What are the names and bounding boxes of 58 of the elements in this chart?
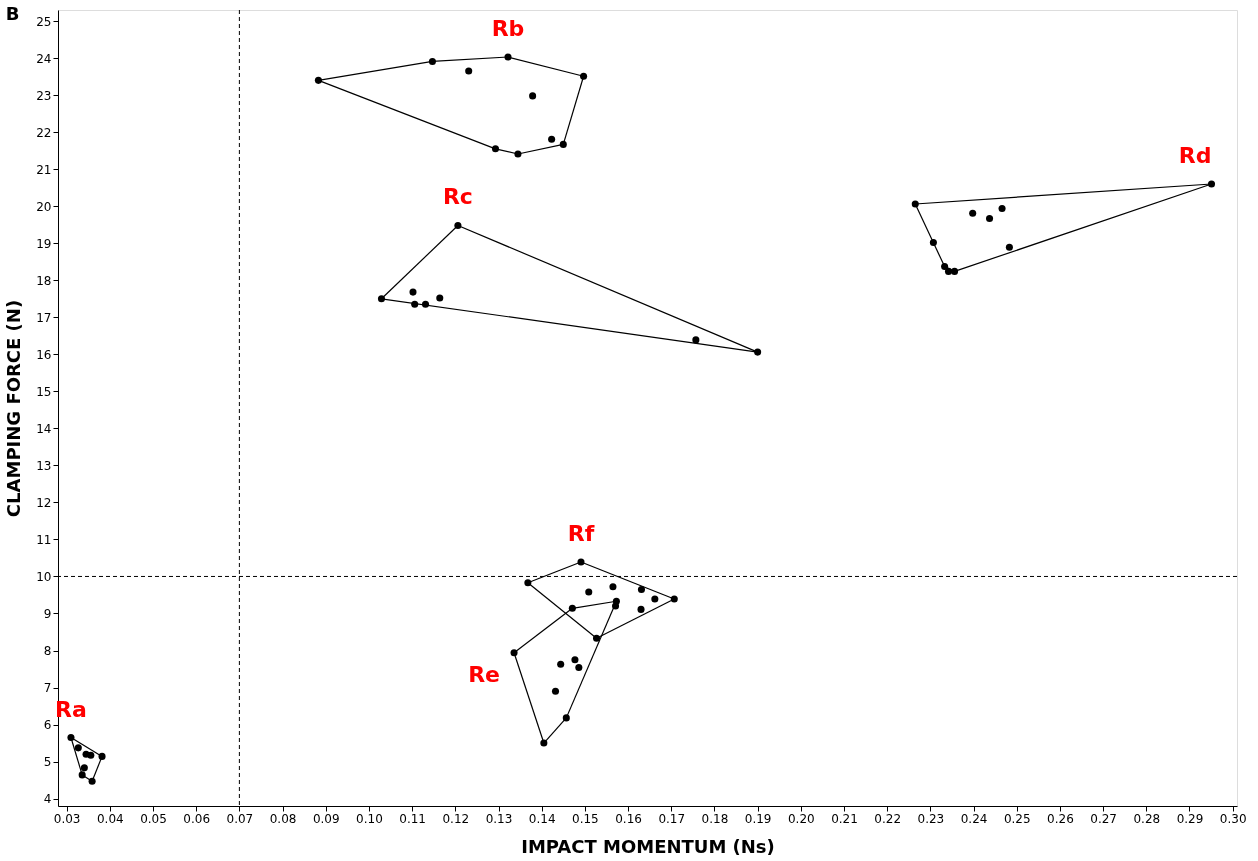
x-tick-label: 0.16 <box>615 811 642 826</box>
series-label: Rb <box>491 16 525 42</box>
x-axis-title: IMPACT MOMENTUM (Ns) <box>521 835 775 857</box>
y-tick-label: 18 <box>36 273 52 288</box>
x-tick-label: 0.30 <box>1219 811 1247 826</box>
x-tick-label: 0.08 <box>269 811 297 826</box>
x-tick-label: 0.13 <box>485 811 513 826</box>
x-tick-label: 0.18 <box>701 811 729 826</box>
y-tick-label: 21 <box>36 162 52 177</box>
y-tick-label: 4 <box>43 792 52 807</box>
x-tick-label: 0.25 <box>1003 811 1031 826</box>
x-tick-label: 0.09 <box>312 811 340 826</box>
y-tick-label: 19 <box>36 236 52 251</box>
y-tick-label: 5 <box>43 755 52 770</box>
x-tick-label: 0.26 <box>1047 811 1074 826</box>
x-tick-label: 0.19 <box>744 811 772 826</box>
x-tick-label: 0.24 <box>960 811 988 826</box>
y-tick-label: 7 <box>43 681 52 696</box>
x-tick-label: 0.04 <box>96 811 124 826</box>
x-tick-label: 0.06 <box>183 811 211 826</box>
x-tick-label: 0.28 <box>1133 811 1161 826</box>
series-label: Re <box>468 661 501 687</box>
x-tick-label: 0.03 <box>53 811 81 826</box>
x-tick-label: 0.27 <box>1090 811 1117 826</box>
y-axis-title: CLAMPING FORCE (N) <box>3 299 25 518</box>
x-tick-label: 0.17 <box>658 811 686 826</box>
y-tick-label: 12 <box>36 495 52 510</box>
x-tick-label: 0.15 <box>572 811 599 826</box>
x-tick-label: 0.20 <box>787 811 815 826</box>
x-tick-label: 0.21 <box>831 811 858 826</box>
chart-title: B <box>5 2 20 24</box>
x-tick-label: 0.07 <box>226 811 254 826</box>
y-tick-label: 11 <box>36 532 52 547</box>
y-tick-label: 23 <box>36 88 52 103</box>
y-tick-label: 16 <box>36 347 52 362</box>
series-label: Rd <box>1178 143 1212 169</box>
y-tick-label: 25 <box>36 14 52 29</box>
y-tick-label: 10 <box>36 569 52 584</box>
y-tick-label: 20 <box>36 199 52 214</box>
x-tick-label: 0.12 <box>442 811 470 826</box>
y-tick-label: 13 <box>36 458 52 473</box>
x-tick-label: 0.22 <box>874 811 902 826</box>
y-tick-label: 17 <box>36 310 52 325</box>
y-tick-label: 14 <box>36 421 52 436</box>
y-tick-label: 22 <box>36 125 52 140</box>
series-label: Rf <box>567 521 595 547</box>
x-tick-label: 0.14 <box>528 811 556 826</box>
y-tick-label: 6 <box>43 718 52 733</box>
y-tick-label: 9 <box>43 606 52 621</box>
y-tick-label: 24 <box>36 51 52 66</box>
x-tick-label: 0.05 <box>140 811 167 826</box>
y-tick-label: 8 <box>43 644 52 658</box>
x-tick-label: 0.29 <box>1176 811 1204 826</box>
x-tick-label: 0.10 <box>356 811 383 826</box>
y-tick-label: 15 <box>36 384 52 399</box>
series-label: Rc <box>442 184 473 210</box>
x-tick-label: 0.23 <box>917 811 945 826</box>
x-tick-label: 0.11 <box>399 811 426 826</box>
